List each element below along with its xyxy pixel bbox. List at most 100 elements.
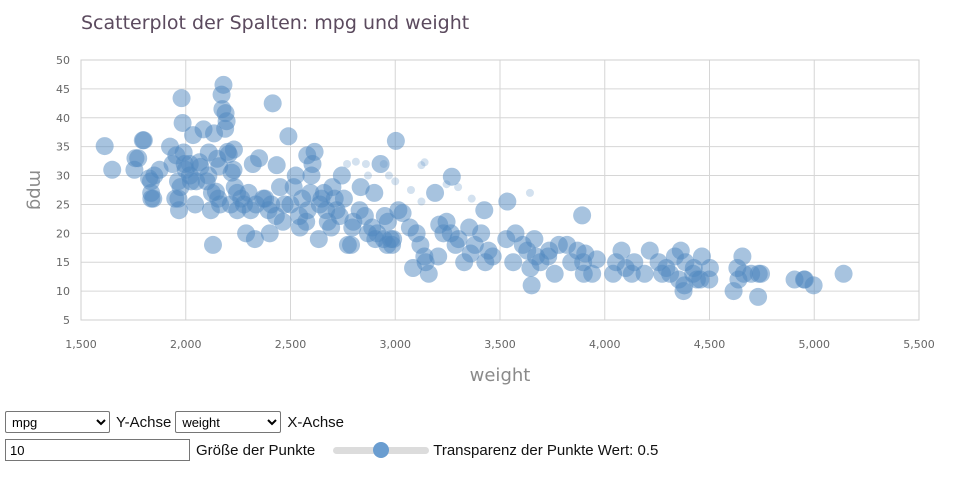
data-point-faded (420, 158, 429, 167)
data-point (483, 247, 502, 266)
y-tick-label: 20 (56, 227, 70, 240)
data-point (371, 155, 390, 173)
y-tick-label: 15 (56, 256, 70, 269)
data-point (472, 224, 491, 243)
data-point (384, 230, 403, 249)
y-tick-label: 45 (56, 83, 70, 96)
data-point (504, 253, 523, 272)
transparency-label: Transparenz der Punkte Wert: 0.5 (433, 441, 659, 459)
x-tick-label: 3,500 (484, 338, 516, 351)
data-point (733, 247, 752, 266)
data-point (332, 166, 351, 185)
data-point (449, 230, 468, 249)
y-tick-label: 25 (56, 198, 70, 211)
y-axis-select[interactable]: mpg (5, 411, 110, 433)
data-point (245, 230, 264, 249)
data-point (419, 264, 438, 283)
x-axis-ticks: 1,500 2,000 2,500 3,000 3,500 4,000 4,500 5,000… (65, 338, 935, 351)
data-point (587, 250, 606, 269)
y-tick-label: 50 (56, 54, 70, 67)
data-point-faded (525, 188, 534, 197)
scatter-chart: Scatterplot der Spalten: mpg und weight … (25, 12, 935, 386)
data-point (475, 201, 494, 220)
data-point (429, 247, 448, 266)
point-size-label: Größe der Punkte (196, 441, 316, 459)
data-point (271, 178, 290, 197)
x-tick-label: 4,000 (589, 338, 621, 351)
data-point (442, 167, 461, 186)
x-tick-label: 2,000 (170, 338, 202, 351)
data-point (214, 75, 233, 94)
data-point (749, 287, 768, 306)
x-axis-label: weight (470, 365, 531, 386)
data-point (267, 156, 286, 175)
transparency-slider[interactable] (333, 442, 430, 458)
data-point (330, 207, 349, 225)
data-point (260, 224, 279, 243)
data-point (522, 276, 541, 295)
point-settings-row: Größe der Punkte Transparenz der Punkte … (5, 438, 955, 462)
data-point (545, 264, 564, 283)
data-point (583, 264, 602, 283)
x-tick-label: 4,500 (694, 338, 726, 351)
data-point (103, 160, 122, 179)
data-point (144, 189, 163, 208)
data-point-faded (406, 186, 415, 194)
data-point (224, 140, 243, 159)
data-point (365, 183, 384, 202)
data-point-faded (361, 160, 370, 168)
data-point (134, 131, 153, 150)
data-point (612, 241, 631, 260)
data-point (386, 131, 405, 150)
data-point (804, 276, 823, 295)
y-tick-label: 5 (63, 314, 70, 327)
data-point (305, 142, 324, 161)
y-tick-label: 40 (56, 112, 70, 125)
y-tick-label: 10 (56, 285, 70, 298)
x-tick-label: 5,500 (903, 338, 935, 351)
data-point-faded (364, 171, 373, 180)
chart-controls: mpg Y-Achse weight X-Achse Größe der Pun… (5, 410, 955, 466)
data-point (172, 89, 191, 108)
data-point (263, 94, 282, 113)
y-axis-label: mpg (25, 170, 46, 210)
data-point (273, 212, 292, 231)
data-point (224, 160, 243, 179)
data-point (700, 259, 719, 277)
data-points (95, 75, 853, 306)
data-point (129, 149, 148, 168)
data-point-faded (467, 194, 476, 203)
x-axis-select[interactable]: weight (175, 411, 282, 433)
data-point-faded (454, 183, 463, 192)
data-point (573, 206, 592, 225)
data-point (525, 230, 544, 249)
data-point (393, 204, 412, 223)
data-point (170, 201, 189, 220)
data-point (173, 113, 192, 132)
data-point (752, 264, 771, 283)
data-point (498, 192, 517, 211)
axis-selector-row: mpg Y-Achse weight X-Achse (5, 410, 955, 434)
data-point (309, 230, 328, 249)
data-point-faded (417, 197, 426, 206)
plot-area (80, 59, 920, 321)
data-point-faded (384, 171, 393, 180)
data-point (834, 264, 853, 283)
data-point (625, 253, 644, 272)
x-tick-label: 2,500 (275, 338, 307, 351)
data-point (250, 149, 269, 168)
data-point-faded (343, 160, 352, 168)
data-point (635, 264, 654, 283)
data-point-faded (351, 157, 360, 166)
data-point (203, 235, 222, 254)
y-axis-ticks: 5 10 15 20 25 30 35 40 45 50 (56, 54, 70, 327)
point-size-input[interactable] (5, 439, 190, 461)
data-point (279, 127, 298, 146)
x-tick-label: 1,500 (65, 338, 97, 351)
transparency-slider-handle[interactable] (373, 442, 390, 458)
data-point (351, 178, 370, 197)
data-point (217, 112, 236, 131)
y-axis-select-label: Y-Achse (116, 413, 172, 431)
chart-title: Scatterplot der Spalten: mpg und weight (81, 12, 469, 34)
y-tick-label: 35 (56, 141, 70, 154)
